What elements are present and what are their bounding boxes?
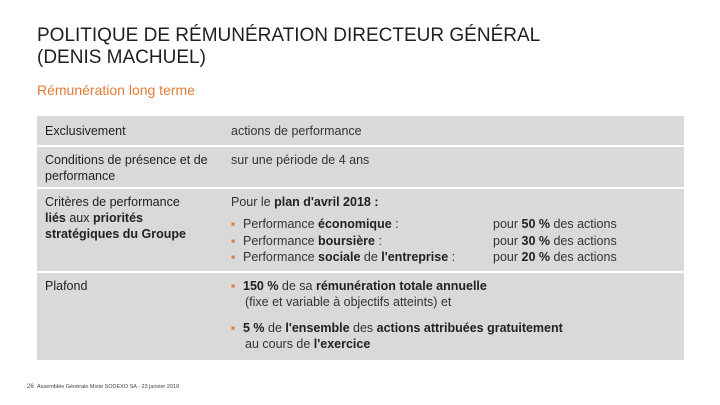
bullet-icon: ▪: [231, 250, 236, 264]
row-label: Critères de performance liés aux priorit…: [45, 195, 186, 241]
row-label: Conditions de présence et de performance: [45, 153, 208, 183]
plafond-bullet-1-cont: (fixe et variable à objectifs atteints) …: [245, 295, 452, 309]
title-line-2: (DENIS MACHUEL): [37, 47, 206, 68]
perf-line-sociale: ▪ Performance sociale de l'entreprise : p…: [231, 250, 617, 264]
bullet-icon: ▪: [231, 321, 236, 335]
table-row-plafond: Plafond ▪ 150 % de sa rémunération totale…: [37, 271, 684, 362]
table-row-conditions: Conditions de présence et de performance…: [37, 145, 684, 187]
row-label: Exclusivement: [45, 124, 126, 138]
bullet-icon: ▪: [231, 217, 236, 231]
perf-line-boursiere: ▪ Performance boursière : pour 30 % des a…: [231, 233, 617, 248]
plafond-bullet-1: ▪ 150 % de sa rémunération totale annuell…: [231, 279, 487, 293]
table-row-criteres: Critères de performance liés aux priorit…: [37, 187, 684, 273]
bullet-icon: ▪: [231, 279, 236, 293]
title-line-1: POLITIQUE DE RÉMUNÉRATION DIRECTEUR GÉNÉ…: [37, 25, 541, 46]
bullet-icon: ▪: [231, 233, 236, 248]
row-value: Pour le plan d'avril 2018 : ▪ Performance…: [231, 194, 681, 266]
row-label: Plafond: [45, 279, 88, 293]
table-row-exclusivement: Exclusivement actions de performance: [37, 116, 684, 145]
plafond-bullet-2-cont: au cours de l'exercice: [245, 337, 371, 351]
page-subtitle: Rémunération long terme: [37, 82, 195, 98]
page-title: POLITIQUE DE RÉMUNÉRATION DIRECTEUR GÉNÉ…: [37, 25, 677, 69]
plafond-bullet-2: ▪ 5 % de l'ensemble des actions attribuée…: [231, 321, 563, 335]
perf-line-economique: ▪ Performance économique : pour 50 % des …: [231, 217, 617, 231]
row-value: ▪ 150 % de sa rémunération totale annuell…: [231, 278, 681, 352]
footer-text: Assemblée Générale Mixte SODEXO SA - 23 …: [37, 384, 180, 390]
remuneration-table: Exclusivement actions de performance Con…: [37, 116, 684, 360]
row-value: sur une période de 4 ans: [231, 153, 370, 167]
page-number: 26: [27, 384, 34, 390]
plan-intro: Pour le plan d'avril 2018 :: [231, 195, 379, 209]
row-value: actions de performance: [231, 124, 362, 138]
